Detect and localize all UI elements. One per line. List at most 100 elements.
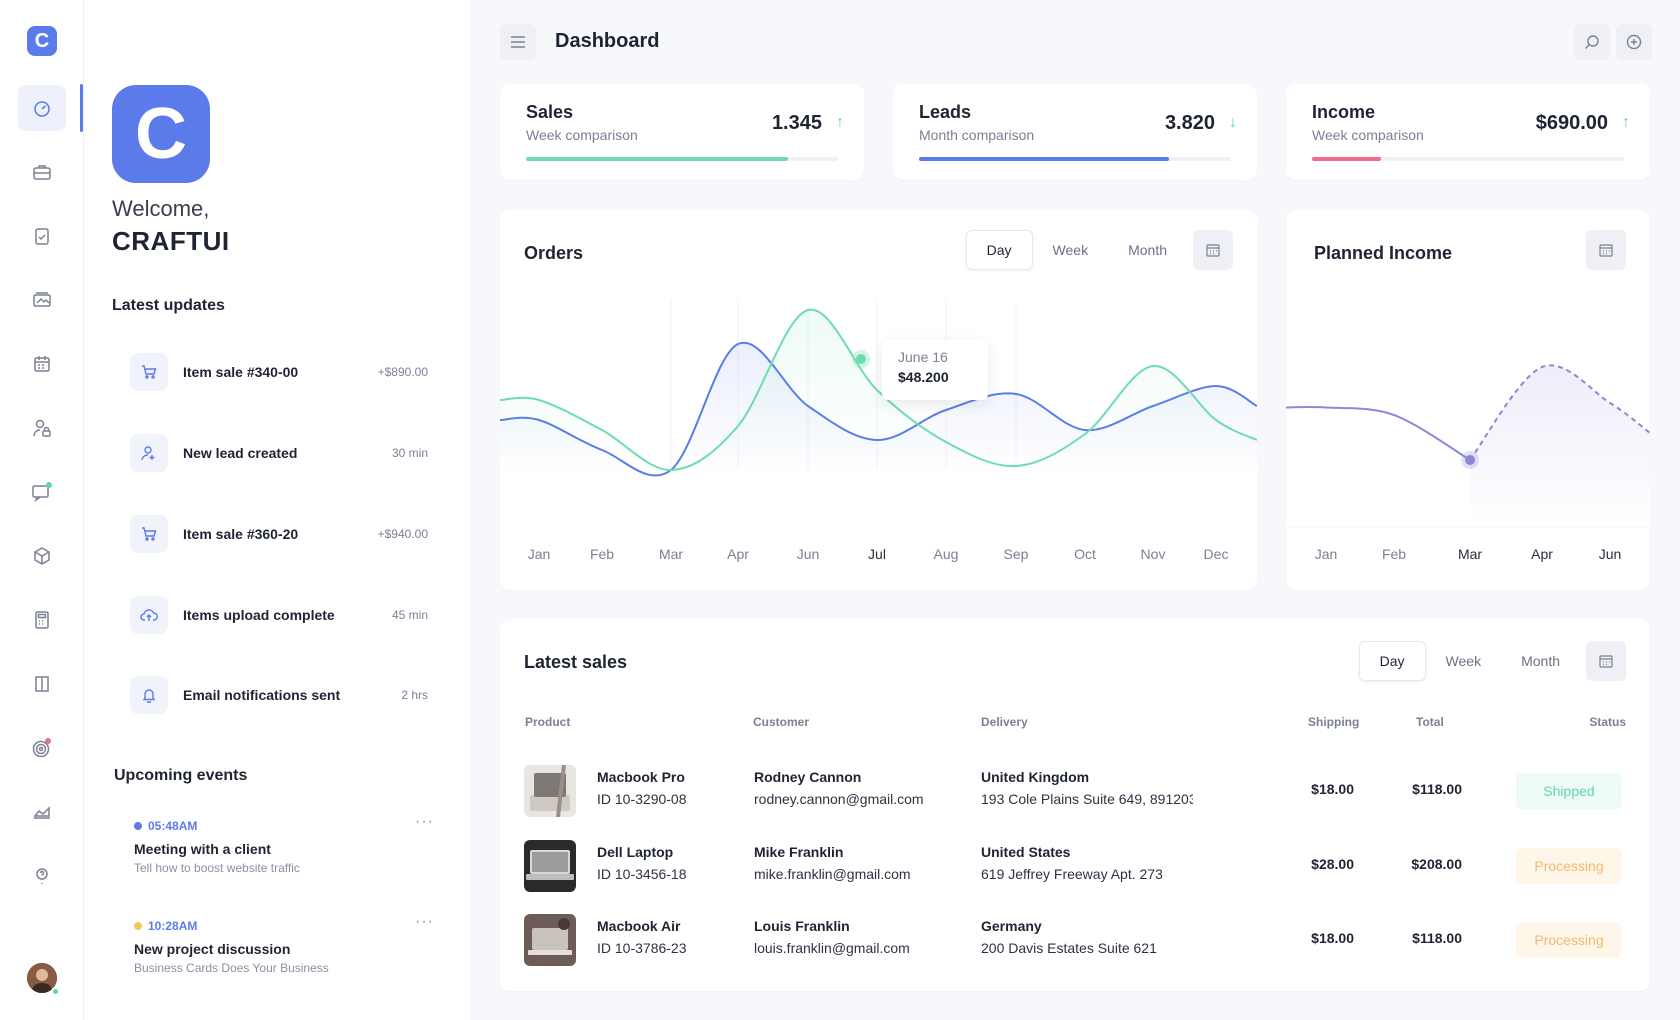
table-row[interactable]: Macbook Pro ID 10-3290-08 Rodney Cannon … (500, 759, 1646, 819)
stat-value: 3.820 (1164, 112, 1215, 134)
tooltip-value: $48.200 (898, 369, 949, 385)
event-subtitle: Tell how to boost website traffic (134, 861, 300, 875)
nav-docs[interactable] (18, 661, 66, 707)
tab-month[interactable]: Month (1521, 653, 1560, 669)
update-item[interactable]: Item sale #340-00 +$890.00 (130, 352, 428, 392)
product-name: Macbook Air (597, 918, 681, 934)
column-header[interactable]: Shipping (1308, 715, 1360, 729)
shipping-cost: $18.00 (1311, 781, 1354, 797)
update-item[interactable]: Item sale #360-20 +$940.00 (130, 514, 428, 554)
brand-logo-letter: C (135, 94, 187, 174)
update-item[interactable]: Email notifications sent 2 hrs (130, 675, 428, 715)
calendar-button[interactable] (1586, 230, 1626, 270)
more-icon[interactable]: ··· (415, 813, 434, 830)
column-header[interactable]: Delivery (981, 715, 1028, 729)
stat-progress-fill (526, 157, 789, 161)
nav-help[interactable] (18, 853, 66, 899)
x-tick-label: Dec (1203, 546, 1229, 562)
delivery-country: United Kingdom (981, 769, 1090, 785)
column-header[interactable]: Status (1589, 715, 1626, 729)
x-tick-label: Apr (1531, 546, 1553, 562)
x-tick-label: Mar (658, 546, 684, 562)
stat-title: Leads (919, 102, 972, 122)
order-total: $118.00 (1412, 930, 1462, 946)
x-tick-label: Nov (1140, 546, 1166, 562)
stat-title: Income (1312, 102, 1376, 122)
avatar[interactable] (27, 963, 57, 993)
highlight-point (856, 354, 866, 364)
column-header[interactable]: Product (525, 715, 571, 729)
delivery-address: 193 Cole Plains Suite 649, 891203 (981, 791, 1193, 807)
more-icon[interactable]: ··· (415, 913, 434, 930)
stat-progress (526, 157, 838, 161)
planned-income-card: Planned Income Jan Feb Mar Apr Jun (1286, 210, 1650, 590)
event-item[interactable]: 10:28AM ··· New project discussion Busin… (134, 913, 434, 975)
x-tick-label: Sep (1003, 546, 1029, 562)
logo[interactable]: C (27, 26, 57, 56)
shipping-cost: $18.00 (1311, 930, 1354, 946)
column-header[interactable]: Customer (753, 715, 810, 729)
highlight-point-halo (852, 350, 870, 368)
nav-goals[interactable] (18, 725, 66, 771)
calendar-button[interactable] (1193, 230, 1233, 270)
x-tick-label: Jul (868, 546, 886, 562)
user-lock-icon (33, 419, 51, 437)
customer-name: Rodney Cannon (754, 769, 862, 785)
events-title: Upcoming events (114, 767, 248, 784)
stat-card-leads: Leads Month comparison 3.820 ↓ (893, 84, 1257, 180)
orders-title: Orders (524, 243, 584, 263)
table-row[interactable]: Dell Laptop ID 10-3456-18 Mike Franklin … (500, 834, 1646, 894)
customer-email: louis.franklin@gmail.com (754, 940, 910, 956)
x-tick-label: Jun (796, 546, 820, 562)
series-line (500, 308, 1257, 472)
nav-analytics[interactable] (18, 789, 66, 835)
menu-button[interactable] (500, 24, 536, 60)
table-row[interactable]: Macbook Air ID 10-3786-23 Louis Franklin… (500, 908, 1646, 968)
status-badge: Shipped (1516, 773, 1622, 809)
nav-tasks[interactable] (18, 213, 66, 259)
search-button[interactable] (1574, 24, 1610, 60)
x-tick-label: Jun (1598, 546, 1622, 562)
update-title: Email notifications sent (183, 687, 341, 703)
stat-subtitle: Week comparison (1312, 127, 1424, 143)
welcome-text: Welcome, (112, 196, 210, 221)
event-item[interactable]: 05:48AM ··· Meeting with a client Tell h… (134, 813, 434, 875)
tab-week[interactable]: Week (1445, 653, 1482, 669)
nav-calculator[interactable] (18, 597, 66, 643)
x-tick-label: Aug (933, 546, 959, 562)
x-tick-label: Mar (1457, 546, 1483, 562)
nav-gallery[interactable] (18, 277, 66, 323)
column-header[interactable]: Total (1416, 715, 1444, 729)
tab-day[interactable]: Day (1358, 641, 1426, 681)
gallery-icon (33, 292, 51, 307)
tab-week[interactable]: Week (1052, 242, 1089, 258)
nav-calendar[interactable] (18, 341, 66, 387)
add-button[interactable] (1616, 24, 1652, 60)
briefcase-icon (33, 165, 51, 180)
current-point (1465, 455, 1475, 465)
updates-title: Latest updates (112, 297, 225, 314)
tab-month[interactable]: Month (1128, 242, 1167, 258)
book-icon (35, 676, 49, 692)
update-title: Items upload complete (183, 607, 335, 623)
side-panel: C Welcome, CRAFTUI Latest updates Item s… (84, 0, 470, 1020)
stat-progress (1312, 157, 1624, 161)
tab-day[interactable]: Day (965, 230, 1033, 270)
active-indicator (80, 84, 83, 132)
calendar-button[interactable] (1586, 641, 1626, 681)
calendar-icon (1599, 244, 1613, 257)
help-icon (36, 868, 48, 884)
chat-icon (32, 482, 52, 502)
nav-dashboard[interactable] (18, 85, 66, 131)
stat-value: $690.00 (1535, 112, 1608, 134)
update-item[interactable]: Items upload complete 45 min (130, 595, 428, 635)
delivery-country: Germany (981, 918, 1042, 934)
nav-messages[interactable] (18, 469, 66, 515)
stat-progress (919, 157, 1231, 161)
x-tick-label: Feb (1381, 546, 1407, 562)
arrow-up-icon: ↑ (836, 114, 844, 131)
update-item[interactable]: New lead created 30 min (130, 433, 428, 473)
nav-projects[interactable] (18, 149, 66, 195)
nav-users[interactable] (18, 405, 66, 451)
nav-products[interactable] (18, 533, 66, 579)
